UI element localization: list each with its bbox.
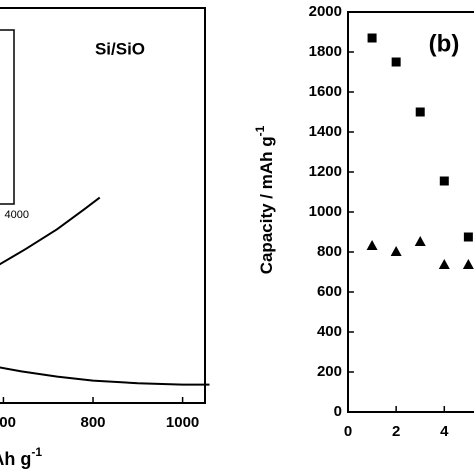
chart-title: Si/SiO: [95, 39, 145, 58]
x-axis-label: Capacity / mAh g-1: [0, 445, 42, 469]
y-tick-label: 2000: [309, 3, 342, 20]
x-tick-label: 0: [344, 423, 352, 440]
y-tick-label: 1600: [309, 83, 342, 100]
inset-label: 4000: [5, 209, 29, 221]
line-series: [0, 366, 210, 386]
y-tick-label: 1200: [309, 163, 342, 180]
y-axis-label-text: Capacity / mAh g: [257, 136, 276, 274]
y-tick-label: 1000: [309, 203, 342, 220]
x-tick-label: 4: [440, 423, 449, 440]
x-tick-label: 600: [0, 414, 16, 431]
x-axis-label-sup: -1: [31, 445, 42, 459]
square-marker: [415, 107, 425, 117]
square-marker: [439, 176, 449, 186]
x-tick-label: 1000: [166, 414, 199, 431]
y-tick-label: 200: [317, 363, 342, 380]
y-tick-label: 400: [317, 323, 342, 340]
y-tick-label: 1400: [309, 123, 342, 140]
x-tick-label: 800: [81, 414, 106, 431]
line-series: [0, 196, 101, 266]
x-axis-label-text: Capacity / mAh g: [0, 449, 31, 469]
triangle-marker: [414, 236, 426, 246]
plot-frame: [0, 7, 206, 404]
inset-frame: [0, 29, 15, 205]
y-tick-label: 1800: [309, 43, 342, 60]
chart-title: (b): [429, 30, 460, 57]
y-axis-label: Capacity / mAh g-1: [253, 125, 276, 274]
y-axis-label-sup: -1: [253, 125, 267, 136]
triangle-marker: [438, 259, 450, 269]
y-tick-label: 0: [334, 403, 342, 420]
triangle-marker: [390, 246, 402, 256]
triangle-marker: [366, 240, 378, 250]
square-marker: [391, 57, 401, 67]
square-marker: [463, 232, 473, 242]
x-tick-label: 2: [392, 423, 400, 440]
y-tick-label: 800: [317, 243, 342, 260]
y-tick-label: 600: [317, 283, 342, 300]
square-marker: [367, 33, 377, 43]
triangle-marker: [462, 259, 474, 269]
